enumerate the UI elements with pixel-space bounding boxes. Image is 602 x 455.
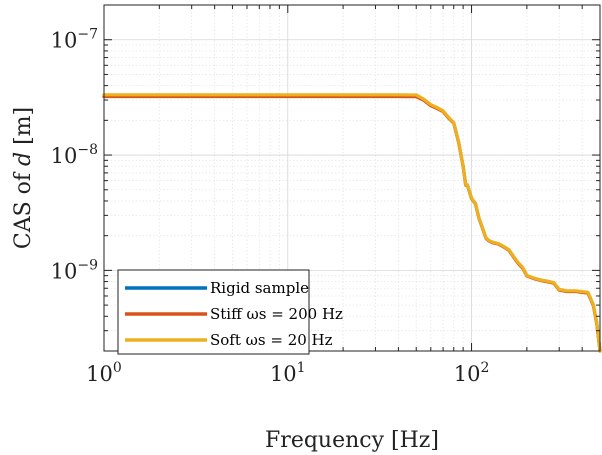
- series-line-3: [102, 93, 602, 353]
- legend-label: Soft ωs = 20 Hz: [210, 331, 333, 349]
- tick-labels: 100 101 102 10−9 10−8 10−7: [51, 27, 490, 386]
- plot-frame: [103, 4, 601, 352]
- x-tick-label: 100: [86, 360, 122, 386]
- y-tick-label: 10−9: [51, 257, 98, 283]
- legend-label: Stiff ωs = 200 Hz: [210, 305, 343, 323]
- y-tick-label: 10−8: [51, 142, 98, 168]
- legend-label: Rigid sample: [210, 279, 309, 297]
- y-tick-label: 10−7: [51, 27, 98, 53]
- series-lines: [102, 93, 602, 353]
- y-axis-label: CAS of d [m]: [11, 107, 36, 249]
- x-axis-label: Frequency [Hz]: [265, 428, 439, 453]
- x-tick-label: 102: [454, 360, 490, 386]
- legend: Rigid sample Stiff ωs = 200 Hz Soft ωs = 2…: [117, 269, 343, 355]
- tick-marks: [103, 4, 601, 352]
- x-tick-label: 101: [270, 360, 306, 386]
